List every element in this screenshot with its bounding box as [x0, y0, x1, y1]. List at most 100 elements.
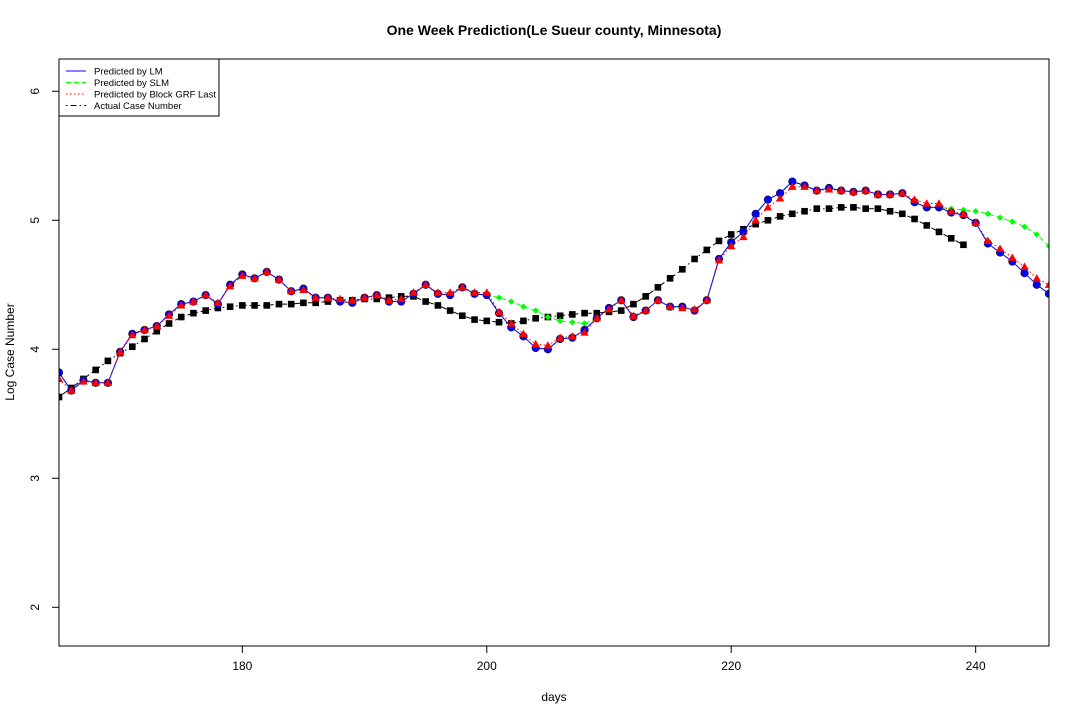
data-point-predicted-by-block-grf-last — [995, 244, 1005, 252]
data-point-predicted-by-block-grf-last — [507, 319, 516, 327]
data-point-actual-case-number — [679, 265, 686, 273]
legend-box — [58, 58, 220, 117]
data-point-actual-case-number — [92, 366, 99, 374]
data-point-predicted-by-block-grf-last — [79, 377, 88, 385]
data-point-actual-case-number — [899, 210, 906, 218]
data-point-predicted-by-block-grf-last — [555, 333, 565, 341]
legend-entry: Predicted by SLM — [66, 78, 169, 89]
data-point-predicted-by-slm — [532, 307, 539, 314]
data-point-predicted-by-block-grf-last — [128, 330, 137, 339]
data-point-actual-case-number — [617, 307, 625, 314]
data-point-actual-case-number — [59, 393, 63, 401]
data-point-predicted-by-block-grf-last — [763, 203, 773, 211]
data-point-predicted-by-block-grf-last — [164, 311, 174, 319]
data-point-predicted-by-block-grf-last — [861, 186, 870, 194]
data-point-actual-case-number — [862, 205, 869, 212]
data-point-predicted-by-block-grf-last — [140, 325, 149, 334]
data-point-actual-case-number — [532, 315, 539, 322]
data-point-predicted-by-block-grf-last — [690, 305, 699, 313]
data-point-actual-case-number — [239, 302, 246, 309]
data-point-predicted-by-block-grf-last — [348, 296, 357, 304]
data-point-actual-case-number — [850, 204, 857, 211]
data-point-predicted-by-block-grf-last — [727, 241, 736, 250]
data-point-predicted-by-block-grf-last — [238, 271, 247, 279]
data-point-predicted-by-block-grf-last — [800, 182, 809, 190]
data-point-predicted-by-block-grf-last — [629, 311, 638, 319]
data-point-predicted-by-block-grf-last — [983, 236, 993, 245]
data-point-predicted-by-lm — [1020, 269, 1029, 278]
y-axis-label: Log Case Number — [3, 303, 17, 400]
data-point-predicted-by-block-grf-last — [311, 293, 320, 301]
data-point-actual-case-number — [752, 220, 759, 228]
x-tick-label: 200 — [477, 659, 497, 673]
data-point-actual-case-number — [153, 327, 161, 335]
legend-label: Predicted by Block GRF Last — [94, 90, 216, 101]
legend-entry: Actual Case Number — [66, 101, 182, 112]
data-point-predicted-by-block-grf-last — [519, 329, 528, 337]
data-point-actual-case-number — [434, 302, 442, 309]
data-point-predicted-by-block-grf-last — [1020, 262, 1029, 270]
data-point-actual-case-number — [190, 309, 197, 317]
data-point-predicted-by-slm — [569, 318, 576, 326]
data-point-actual-case-number — [495, 318, 503, 326]
data-point-predicted-by-block-grf-last — [678, 303, 687, 312]
chart-title: One Week Prediction(Le Sueur county, Min… — [387, 22, 722, 38]
data-point-predicted-by-block-grf-last — [397, 294, 406, 303]
x-tick-label: 180 — [232, 659, 252, 673]
data-point-actual-case-number — [446, 307, 454, 314]
plot-frame — [58, 58, 1050, 647]
data-point-predicted-by-slm — [544, 313, 552, 321]
data-point-actual-case-number — [886, 207, 894, 215]
x-axis-label: days — [541, 690, 566, 704]
data-point-predicted-by-block-grf-last — [458, 283, 467, 291]
data-point-predicted-by-block-grf-last — [115, 347, 125, 356]
data-point-predicted-by-block-grf-last — [335, 294, 345, 303]
data-point-predicted-by-block-grf-last — [274, 275, 284, 283]
data-point-predicted-by-block-grf-last — [775, 194, 785, 202]
data-point-predicted-by-block-grf-last — [568, 332, 577, 340]
legend-label: Predicted by SLM — [94, 78, 169, 89]
data-point-actual-case-number — [789, 210, 796, 218]
data-point-predicted-by-block-grf-last — [922, 199, 931, 207]
data-point-predicted-by-block-grf-last — [152, 321, 161, 330]
data-point-predicted-by-block-grf-last — [665, 302, 675, 310]
data-point-predicted-by-block-grf-last — [299, 285, 308, 294]
data-point-predicted-by-slm — [581, 320, 588, 327]
data-point-predicted-by-block-grf-last — [971, 218, 980, 226]
data-point-predicted-by-block-grf-last — [67, 386, 76, 394]
data-point-predicted-by-block-grf-last — [641, 306, 650, 314]
data-point-predicted-by-block-grf-last — [189, 297, 198, 305]
data-point-actual-case-number — [960, 241, 967, 249]
x-tick-label: 220 — [721, 659, 741, 673]
data-point-predicted-by-block-grf-last — [262, 267, 271, 276]
legend-label: Predicted by LM — [94, 67, 163, 78]
data-point-actual-case-number — [104, 357, 112, 365]
data-point-actual-case-number — [422, 298, 429, 305]
data-point-actual-case-number — [226, 303, 234, 311]
legend-entry: Predicted by Block GRF Last — [66, 90, 216, 101]
x-tick-label: 240 — [966, 659, 986, 673]
data-point-actual-case-number — [727, 231, 735, 238]
data-point-actual-case-number — [837, 204, 845, 211]
data-point-predicted-by-block-grf-last — [360, 293, 369, 301]
data-point-predicted-by-block-grf-last — [1044, 280, 1049, 288]
y-tick-label: 3 — [28, 475, 42, 482]
data-point-predicted-by-block-grf-last — [910, 195, 919, 203]
data-point-predicted-by-block-grf-last — [653, 296, 663, 304]
data-point-actual-case-number — [177, 313, 185, 321]
data-point-predicted-by-slm — [1021, 223, 1028, 230]
data-point-actual-case-number — [459, 312, 466, 320]
data-point-predicted-by-block-grf-last — [177, 301, 186, 309]
data-point-actual-case-number — [935, 228, 943, 236]
data-point-actual-case-number — [263, 302, 271, 309]
data-point-predicted-by-block-grf-last — [531, 339, 540, 348]
data-point-predicted-by-block-grf-last — [898, 188, 907, 197]
data-point-predicted-by-block-grf-last — [824, 185, 834, 193]
data-point-predicted-by-block-grf-last — [433, 288, 443, 296]
data-point-actual-case-number — [581, 309, 588, 317]
data-point-actual-case-number — [141, 335, 148, 343]
data-point-predicted-by-block-grf-last — [250, 274, 259, 282]
data-point-predicted-by-block-grf-last — [287, 287, 296, 295]
